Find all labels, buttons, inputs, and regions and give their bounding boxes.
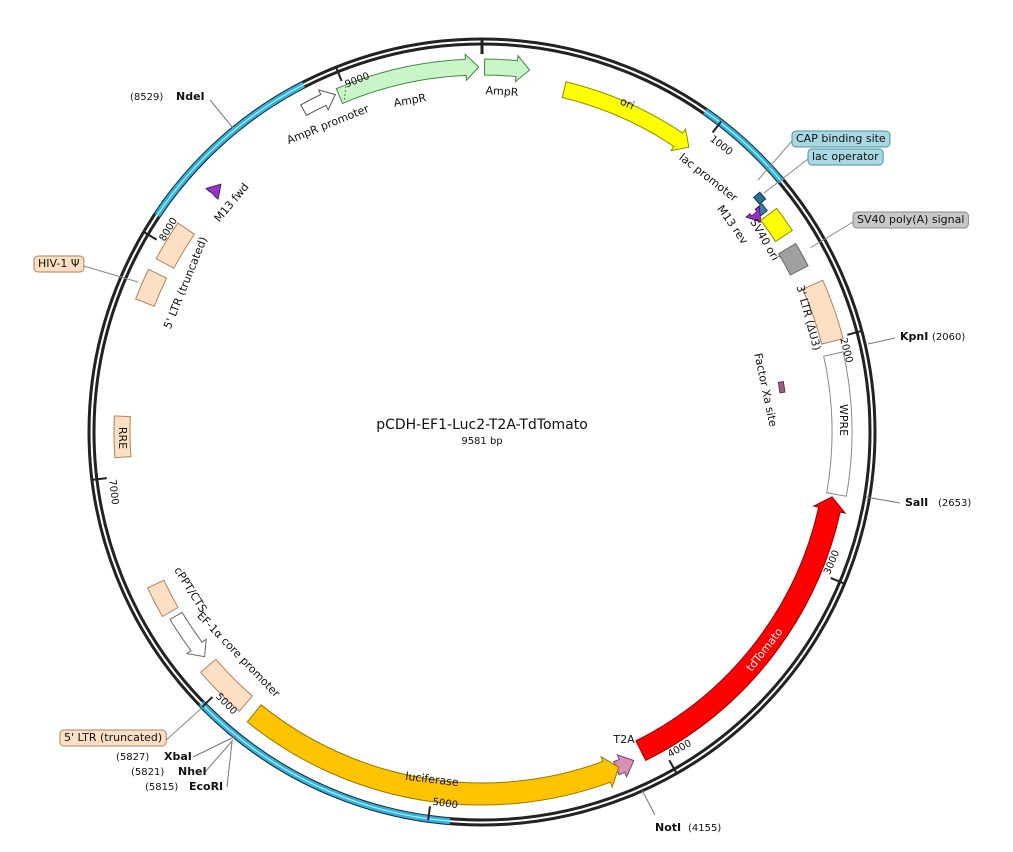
feature-label: AmpR xyxy=(393,91,428,110)
site-name: SalI xyxy=(905,496,928,509)
site-position: (5827) xyxy=(116,752,149,763)
backbone-segment-core xyxy=(156,84,304,216)
promoter-arrow xyxy=(169,611,207,658)
ltr-du3 xyxy=(802,279,844,345)
ef1a-core-promoter xyxy=(199,658,254,712)
callout-line xyxy=(757,140,793,181)
rre xyxy=(113,415,132,459)
callout-label: HIV-1 Ψ xyxy=(38,257,80,270)
luciferase xyxy=(246,704,620,806)
tick-label: 5000 xyxy=(432,797,459,811)
callout-label: SV40 poly(A) signal xyxy=(857,213,964,226)
feature-label: WPRE xyxy=(837,404,850,436)
tick-mark xyxy=(668,759,678,773)
callout-label: CAP binding site xyxy=(796,132,886,145)
site-line xyxy=(867,337,896,345)
feature-label: lac promoter xyxy=(677,151,741,205)
map-title: pCDH-EF1-Luc2-T2A-TdTomato xyxy=(376,417,588,433)
tdtomato xyxy=(635,496,847,762)
ori xyxy=(561,81,690,152)
m13-rev xyxy=(745,205,762,223)
site-name: NdeI xyxy=(176,90,205,103)
site-position: (5821) xyxy=(131,767,164,778)
callout-box xyxy=(33,255,85,273)
callout-line xyxy=(165,704,206,741)
callout-label: 5' LTR (truncated) xyxy=(64,731,162,744)
site-name: XbaI xyxy=(164,750,192,763)
site-line xyxy=(192,735,237,758)
callout-box xyxy=(807,148,884,166)
site-position: (4155) xyxy=(688,823,721,834)
feature-label: M13 rev xyxy=(714,203,750,247)
feature-label: RRE xyxy=(116,427,129,449)
backbone-segment-core xyxy=(704,110,783,182)
feature-label: ori xyxy=(618,95,636,113)
ltr-truncated xyxy=(155,222,196,269)
callout-label: lac operator xyxy=(812,150,879,163)
callout-line xyxy=(809,221,854,249)
site-position: (5815) xyxy=(145,782,178,793)
tick-mark xyxy=(427,806,431,821)
site-name: NheI xyxy=(178,765,207,778)
callout-line xyxy=(83,265,139,283)
tick-mark xyxy=(144,231,158,241)
m13-fwd xyxy=(205,183,222,201)
cppt-cts xyxy=(146,579,179,618)
site-name: KpnI xyxy=(900,330,928,343)
tick-label: 1000 xyxy=(708,134,735,158)
sv40-polya-signal xyxy=(777,242,809,276)
factor-xa-site xyxy=(777,381,786,394)
ltr-truncated xyxy=(134,268,168,307)
tick-mark xyxy=(335,67,343,82)
callout-box xyxy=(852,211,969,229)
site-line xyxy=(641,789,656,816)
wpre xyxy=(823,351,853,497)
tick-mark xyxy=(201,696,214,708)
site-line xyxy=(226,741,233,788)
ampr-promoter xyxy=(300,89,337,117)
ampr-boundary xyxy=(343,85,347,103)
tick-mark xyxy=(847,330,862,336)
tick-mark xyxy=(711,120,722,134)
site-position: (2060) xyxy=(932,332,965,343)
site-line xyxy=(865,496,901,504)
site-position: (2653) xyxy=(938,498,971,509)
callout-box xyxy=(791,130,891,148)
t2a xyxy=(613,753,635,779)
backbone-segment-core xyxy=(200,702,451,822)
tick-label: 7000 xyxy=(106,479,120,506)
tick-mark xyxy=(830,576,844,585)
site-line xyxy=(209,99,234,129)
tick-mark xyxy=(92,477,107,481)
site-name: EcoRI xyxy=(189,780,223,793)
feature-label: AmpR xyxy=(485,84,519,99)
site-line xyxy=(204,739,234,773)
cap-binding-site xyxy=(753,191,767,205)
callout-line xyxy=(763,158,809,194)
sv40-ori xyxy=(760,207,793,243)
ampr xyxy=(483,54,531,83)
ampr xyxy=(335,53,480,105)
site-name: NotI xyxy=(655,821,681,834)
feature-label: T2A xyxy=(612,733,635,746)
site-position: (8529) xyxy=(130,92,163,103)
callout-box xyxy=(59,729,167,747)
map-length: 9581 bp xyxy=(461,436,502,447)
feature-label: Factor Xa site xyxy=(751,352,779,428)
